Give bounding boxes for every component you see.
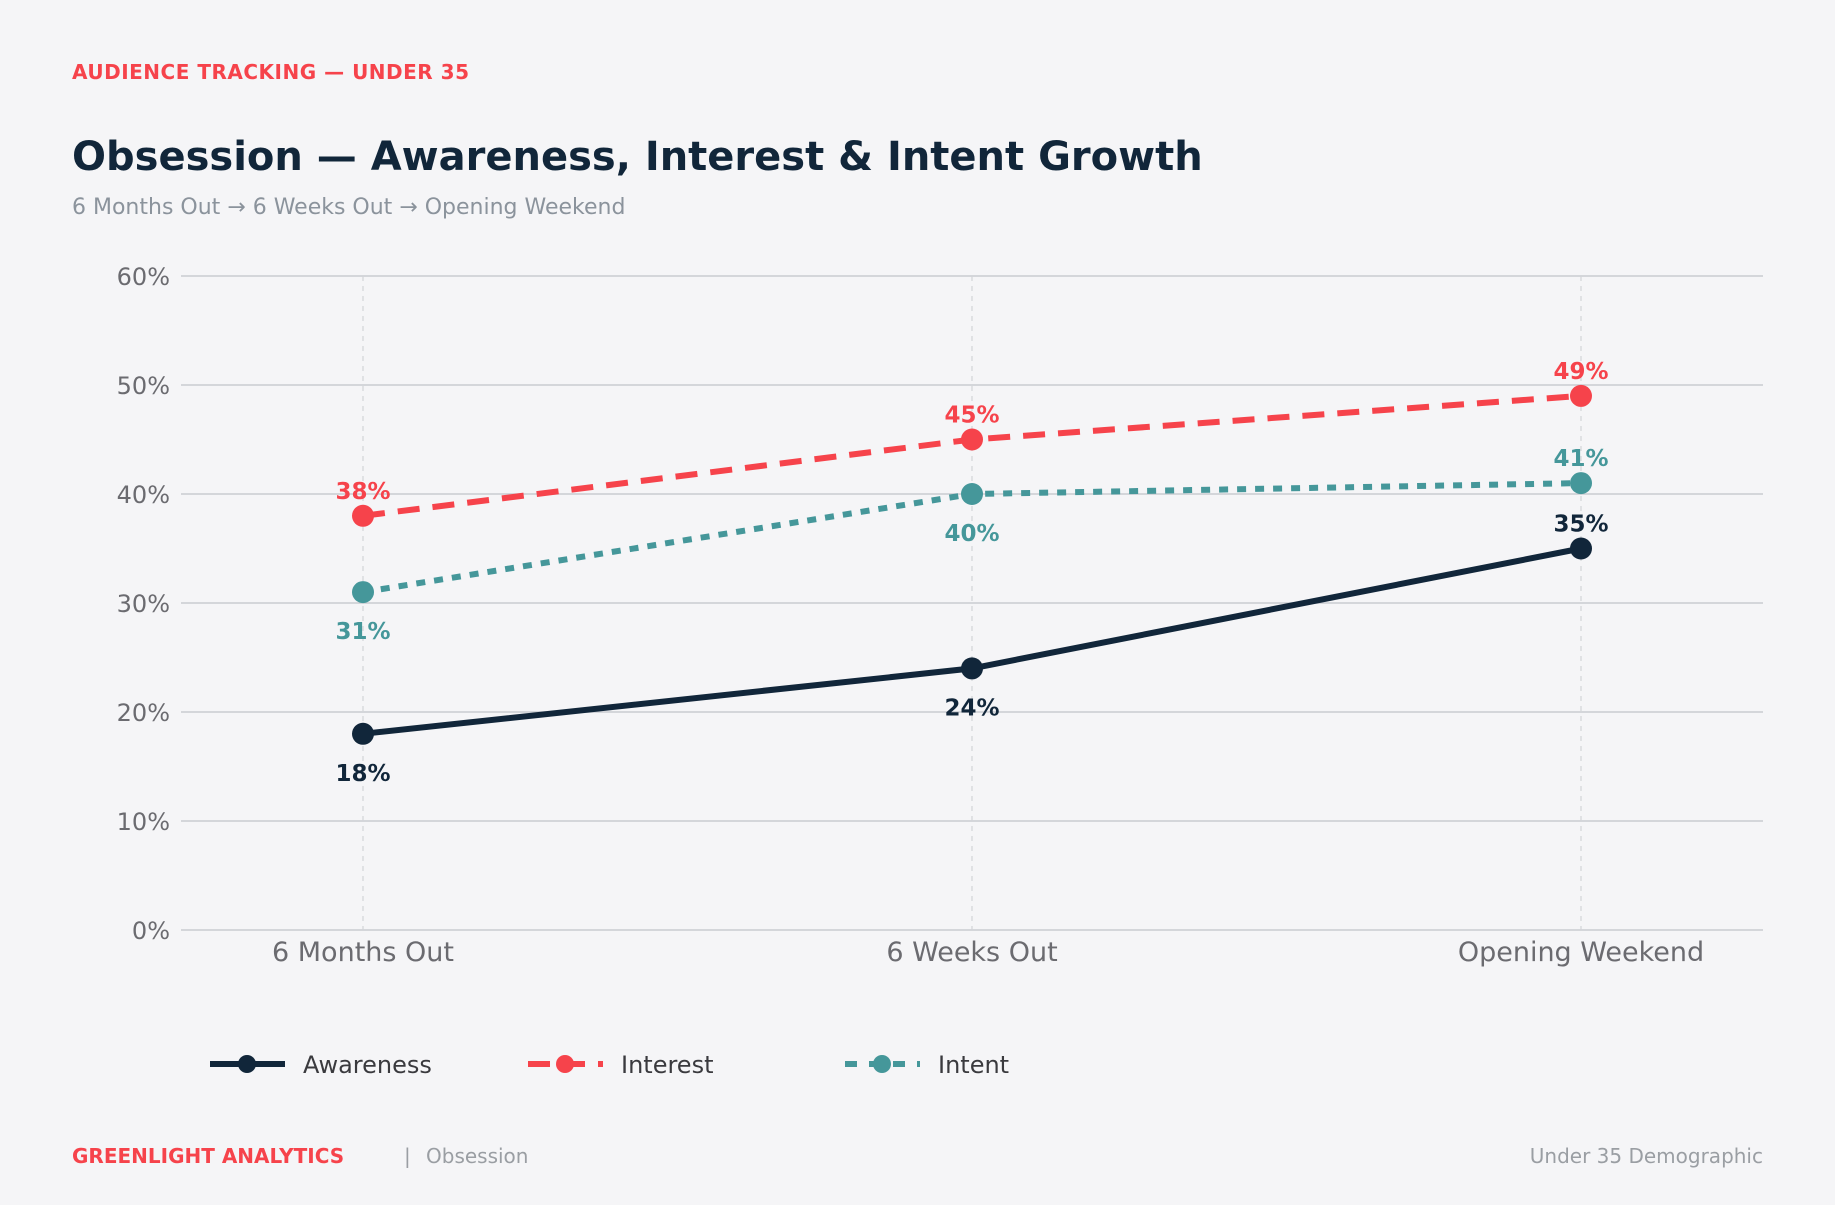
footer-demographic: Under 35 Demographic (1529, 1144, 1763, 1168)
y-tick-label: 20% (117, 699, 170, 727)
y-tick-label: 30% (117, 590, 170, 618)
y-tick-label: 50% (117, 372, 170, 400)
chart-title: Obsession — Awareness, Interest & Intent… (72, 134, 1203, 180)
grid-layer (181, 275, 1763, 931)
data-label-awareness: 35% (1553, 512, 1608, 538)
x-tick-label: Opening Weekend (1458, 937, 1704, 968)
legend-label-interest: Interest (621, 1051, 713, 1079)
data-point-awareness (352, 722, 374, 745)
legend-label-intent: Intent (938, 1051, 1009, 1079)
data-label-interest: 49% (1553, 359, 1608, 385)
data-label-intent: 40% (944, 521, 999, 547)
y-tick-label: 10% (117, 808, 170, 836)
footer-film-name: Obsession (426, 1144, 529, 1168)
data-label-layer: 18% 24% 35% 38% 45% 49% 31% 40% 41% (335, 359, 1608, 787)
data-point-awareness (1570, 537, 1592, 560)
data-point-interest (1570, 384, 1592, 407)
y-tick-label: 0% (132, 917, 170, 945)
legend-swatch-marker (238, 1055, 256, 1073)
legend: Awareness Interest Intent (210, 1051, 1009, 1079)
data-point-interest (352, 504, 374, 527)
data-label-intent: 31% (335, 619, 390, 645)
data-label-awareness: 24% (944, 695, 999, 721)
data-label-intent: 41% (1553, 446, 1608, 472)
eyebrow-label: AUDIENCE TRACKING — UNDER 35 (72, 60, 470, 84)
legend-swatch-marker (873, 1055, 891, 1073)
data-label-awareness: 18% (335, 761, 390, 787)
data-point-interest (961, 428, 983, 451)
axis-layer: 0% 10% 20% 30% 40% 50% 60% 6 Months Out 6 Weeks … (117, 263, 1705, 968)
x-tick-label: 6 Months Out (272, 937, 454, 968)
y-tick-label: 60% (117, 263, 170, 291)
data-point-intent (352, 581, 374, 604)
x-tick-label: 6 Weeks Out (886, 937, 1057, 968)
data-point-intent (1570, 472, 1592, 495)
legend-swatch-marker (556, 1055, 574, 1073)
legend-label-awareness: Awareness (303, 1051, 432, 1079)
data-label-interest: 45% (944, 403, 999, 429)
data-point-awareness (961, 657, 983, 680)
footer-brand: GREENLIGHT ANALYTICS (72, 1144, 345, 1168)
data-label-interest: 38% (335, 479, 390, 505)
series-layer (352, 384, 1592, 745)
footer-separator: | (404, 1144, 411, 1168)
chart-subtitle: 6 Months Out → 6 Weeks Out → Opening Wee… (72, 195, 626, 220)
y-tick-label: 40% (117, 481, 170, 509)
data-point-intent (961, 483, 983, 505)
